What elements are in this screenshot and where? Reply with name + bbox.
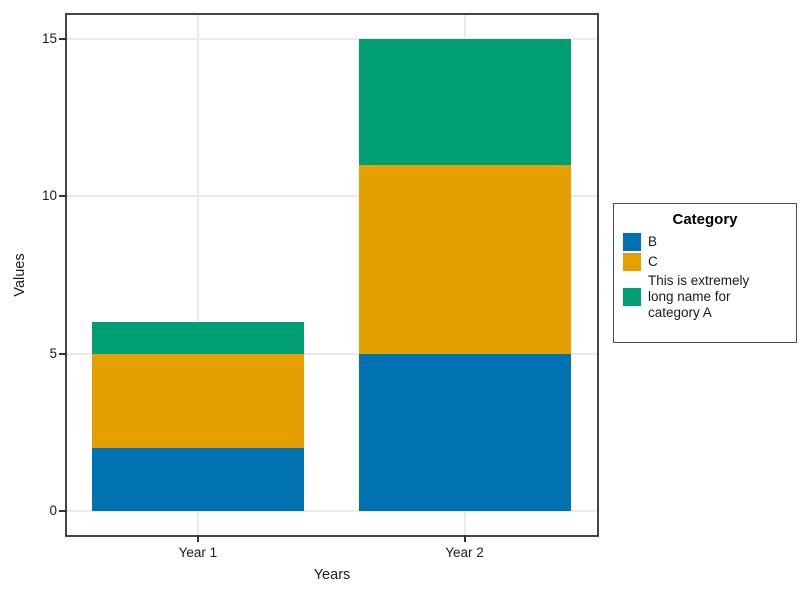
y-tick-label: 15 bbox=[41, 30, 57, 46]
legend-item: C bbox=[623, 253, 787, 271]
y-tick-label: 10 bbox=[41, 188, 57, 204]
y-tick-mark bbox=[59, 510, 67, 513]
legend-item: This is extremely long name for category… bbox=[623, 273, 787, 321]
legend-item-label: This is extremely long name for category… bbox=[648, 273, 750, 320]
x-tick-label: Year 1 bbox=[178, 545, 218, 560]
legend-title: Category bbox=[672, 211, 738, 228]
plot-panel bbox=[65, 13, 599, 537]
bar-segment bbox=[358, 38, 571, 165]
y-tick-mark bbox=[59, 37, 67, 40]
legend-item-label: B bbox=[648, 234, 658, 249]
legend-key-swatch-icon bbox=[623, 253, 641, 271]
y-tick-label: 0 bbox=[49, 503, 57, 519]
gridline-horizontal bbox=[67, 195, 597, 198]
legend-item-label: C bbox=[648, 254, 658, 269]
gridline-vertical bbox=[196, 15, 199, 535]
gridline-horizontal bbox=[67, 510, 597, 513]
x-tick-mark bbox=[463, 535, 466, 542]
x-tick-label: Year 2 bbox=[445, 545, 484, 560]
y-tick-mark bbox=[59, 352, 67, 355]
legend: Category B C This is extremely long name f… bbox=[613, 203, 797, 343]
bar-segment bbox=[91, 322, 304, 354]
x-tick-mark bbox=[196, 535, 199, 542]
legend-item: B bbox=[623, 233, 787, 251]
legend-key-swatch-icon bbox=[623, 288, 641, 306]
legend-key-swatch-icon bbox=[623, 233, 641, 251]
y-axis-title: Values bbox=[12, 253, 28, 297]
gridline-horizontal bbox=[67, 352, 597, 355]
x-axis-title: Years bbox=[313, 567, 351, 583]
gridline-horizontal bbox=[67, 37, 597, 40]
bar-segment bbox=[358, 164, 571, 354]
bars-layer bbox=[67, 15, 597, 535]
bar-segment bbox=[91, 448, 304, 512]
y-tick-label: 5 bbox=[49, 345, 57, 361]
y-tick-mark bbox=[59, 195, 67, 198]
bar-segment bbox=[91, 353, 304, 449]
bar-segment bbox=[358, 353, 571, 512]
legend-items: B C This is extremely long name for catego… bbox=[623, 233, 787, 321]
